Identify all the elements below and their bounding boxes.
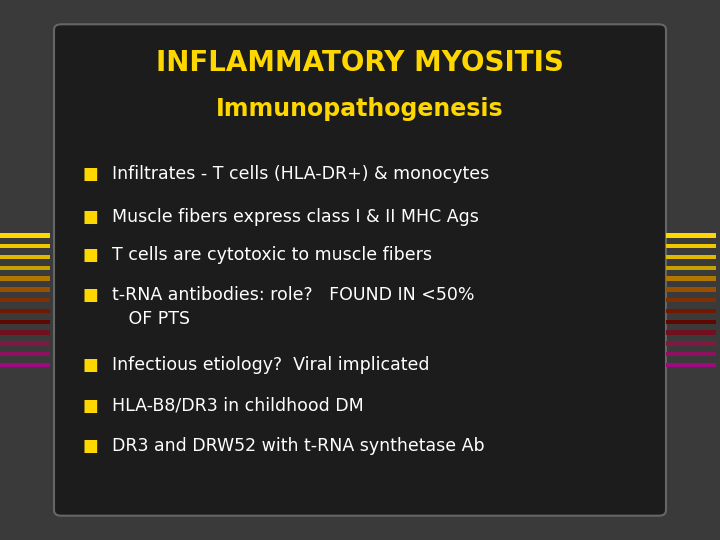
Bar [666,233,716,238]
Bar [666,363,716,367]
Bar [0,309,50,313]
Bar [0,255,50,259]
Bar [0,352,50,356]
Text: ■: ■ [83,165,99,183]
Bar [666,244,716,248]
Text: ■: ■ [83,246,99,264]
Text: Muscle fibers express class I & II MHC Ags: Muscle fibers express class I & II MHC A… [112,208,479,226]
Text: T cells are cytotoxic to muscle fibers: T cells are cytotoxic to muscle fibers [112,246,431,264]
Text: INFLAMMATORY MYOSITIS: INFLAMMATORY MYOSITIS [156,49,564,77]
Bar [666,298,716,302]
Bar [0,244,50,248]
Bar [666,352,716,356]
Text: ■: ■ [83,437,99,455]
Bar [0,287,50,292]
Text: ■: ■ [83,356,99,374]
Bar [666,255,716,259]
Text: ■: ■ [83,286,99,304]
Text: t-RNA antibodies: role?   FOUND IN <50%
   OF PTS: t-RNA antibodies: role? FOUND IN <50% OF… [112,286,474,328]
Bar [0,330,50,335]
Bar [0,276,50,281]
Text: Infiltrates - T cells (HLA-DR+) & monocytes: Infiltrates - T cells (HLA-DR+) & monocy… [112,165,489,183]
Text: Infectious etiology?  Viral implicated: Infectious etiology? Viral implicated [112,356,429,374]
Bar [666,276,716,281]
Text: ■: ■ [83,208,99,226]
Bar [666,320,716,324]
Bar [666,330,716,335]
Text: Immunopathogenesis: Immunopathogenesis [216,97,504,121]
Text: DR3 and DRW52 with t-RNA synthetase Ab: DR3 and DRW52 with t-RNA synthetase Ab [112,437,485,455]
Bar [0,233,50,238]
FancyBboxPatch shape [54,24,666,516]
Bar [666,341,716,346]
Bar [0,298,50,302]
Bar [0,341,50,346]
Text: ■: ■ [83,397,99,415]
Bar [666,287,716,292]
Bar [666,266,716,270]
Bar [0,320,50,324]
Text: HLA-B8/DR3 in childhood DM: HLA-B8/DR3 in childhood DM [112,397,364,415]
Bar [0,363,50,367]
Bar [0,266,50,270]
Bar [666,309,716,313]
